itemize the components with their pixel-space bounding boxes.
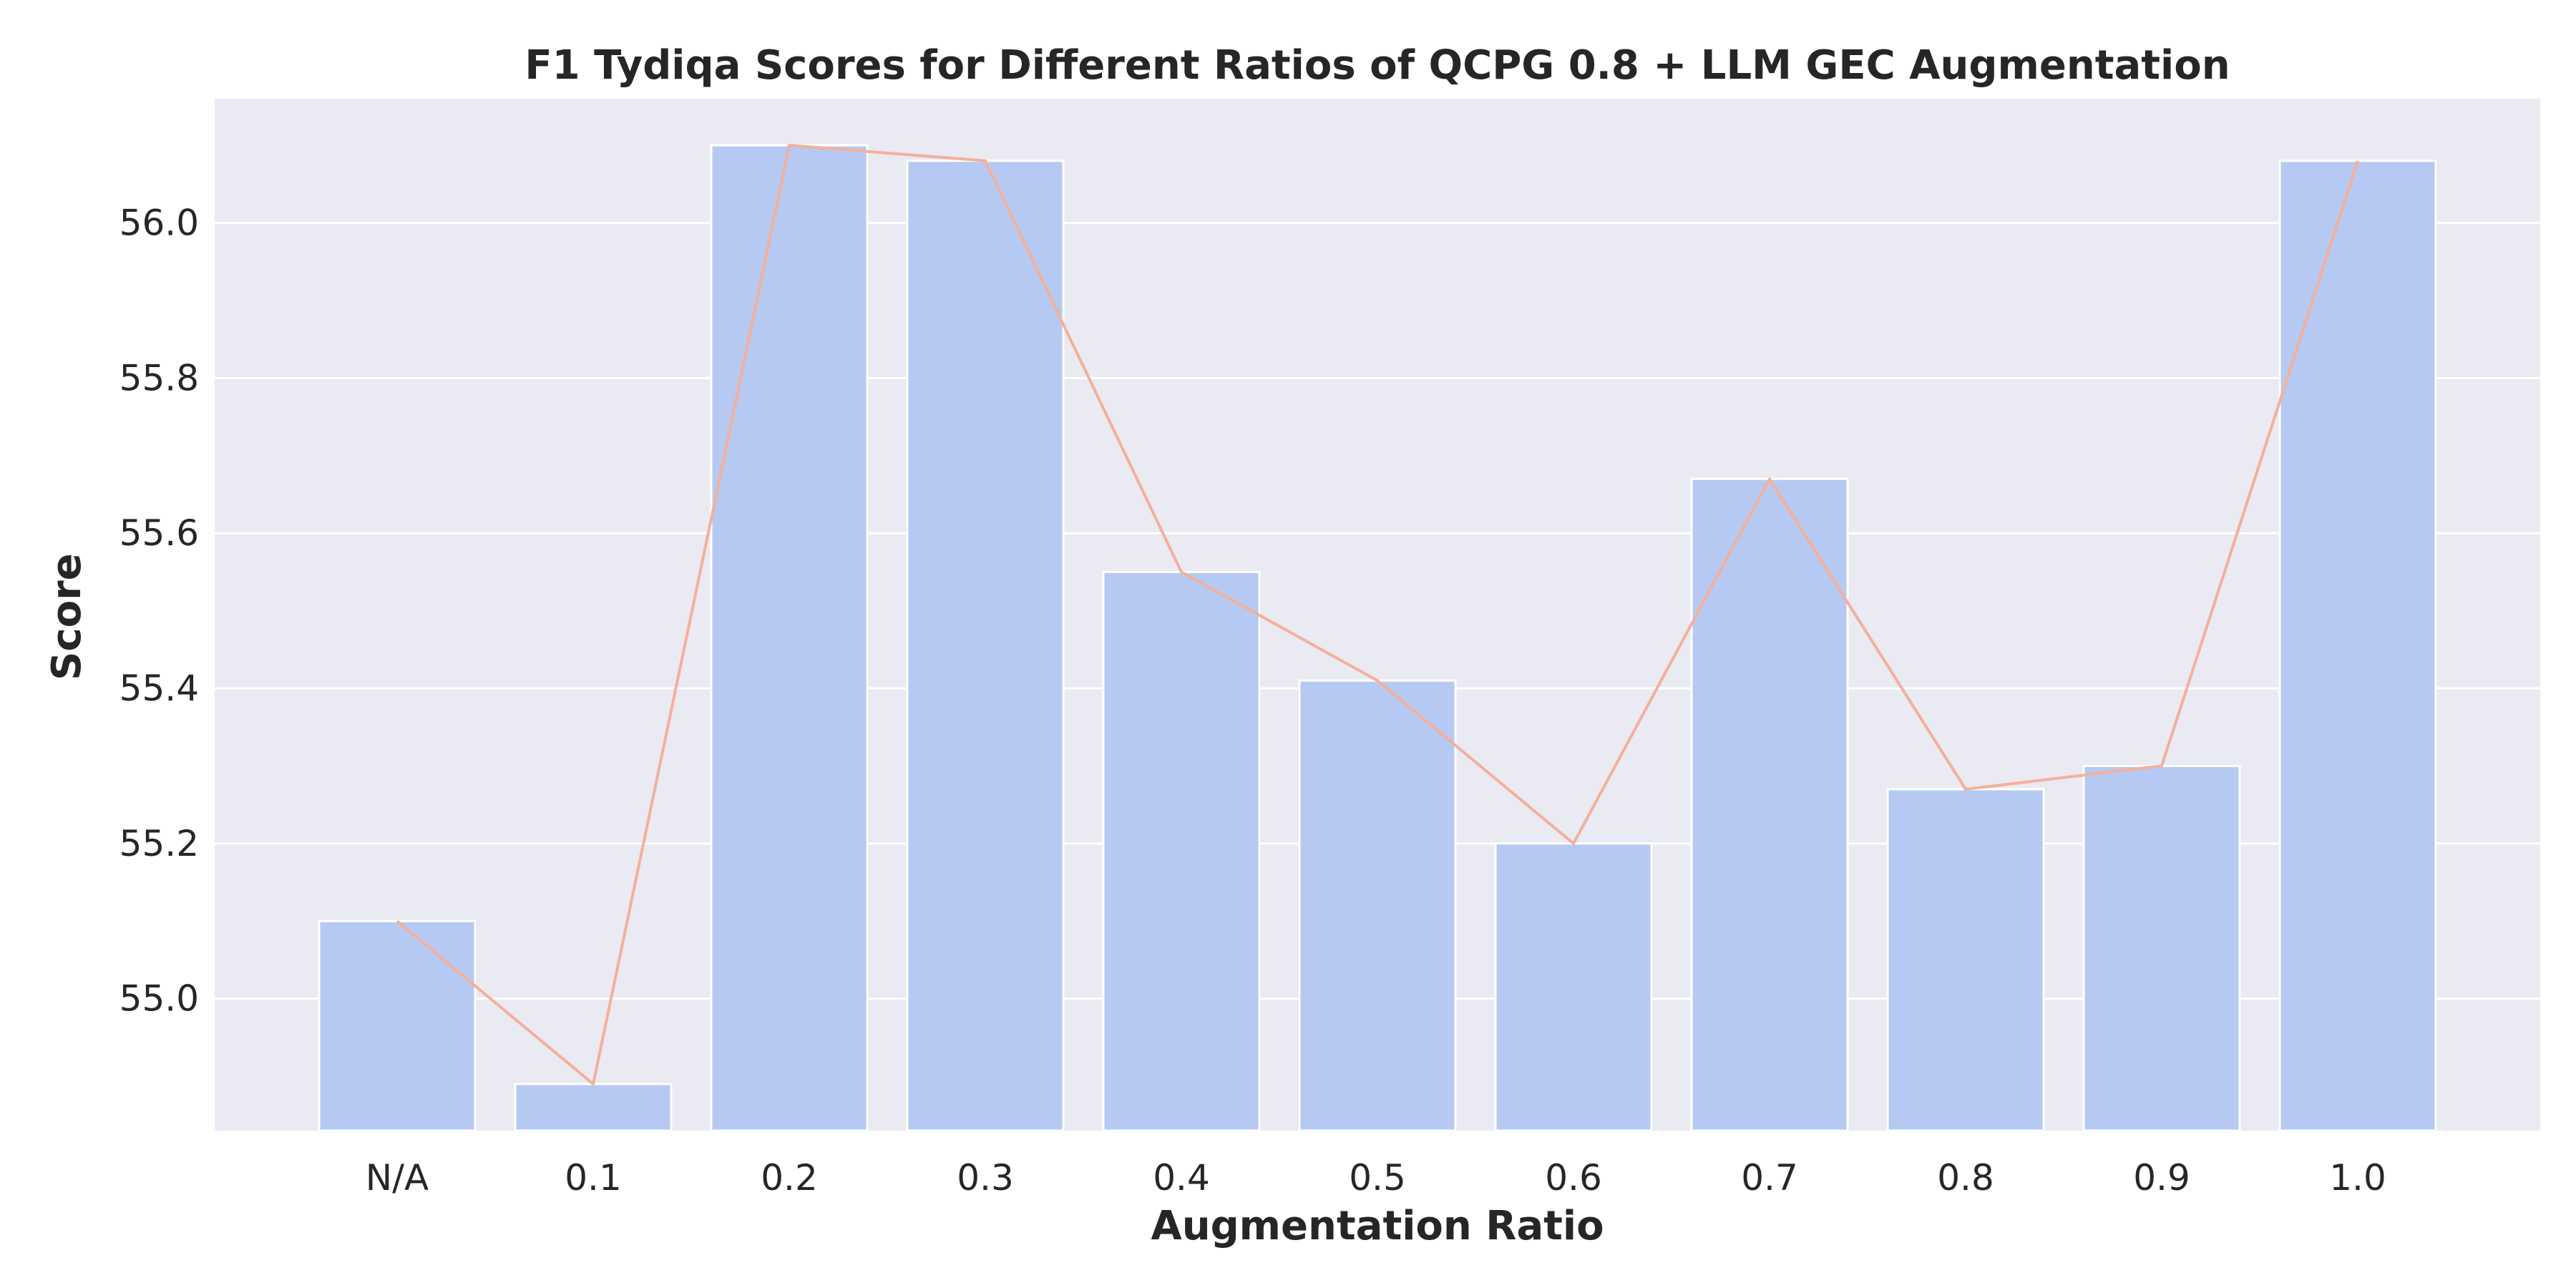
x-tick-label: 0.6: [1545, 1157, 1602, 1199]
y-axis-label: Score: [44, 553, 90, 680]
x-axis-ticks: N/A 0.1 0.2 0.3 0.4 0.5 0.6 0.7 0.8 0.9 1.0: [366, 1157, 2386, 1199]
y-tick-label: 55.4: [119, 668, 199, 709]
x-tick-label: 0.3: [957, 1157, 1014, 1199]
y-tick-label: 55.2: [119, 823, 199, 864]
bar: [1494, 842, 1653, 1132]
bar: [710, 144, 869, 1132]
chart-title: F1 Tydiqa Scores for Different Ratios of…: [525, 42, 2230, 89]
x-tick-label: N/A: [366, 1157, 429, 1199]
bar: [1886, 788, 2045, 1132]
trend-line: [396, 144, 2359, 1085]
x-tick-label: 1.0: [2329, 1157, 2386, 1199]
x-tick-label: 0.5: [1349, 1157, 1406, 1199]
bar: [318, 919, 477, 1132]
bar: [1690, 477, 1849, 1132]
y-tick-label: 56.0: [119, 202, 199, 243]
x-tick-label: 0.1: [565, 1157, 622, 1199]
x-tick-label: 0.9: [2133, 1157, 2190, 1199]
bar: [2082, 764, 2241, 1132]
x-tick-label: 0.2: [761, 1157, 818, 1199]
bar: [2278, 160, 2437, 1132]
y-tick-label: 55.6: [119, 512, 199, 554]
bar: [1102, 570, 1261, 1132]
bars: [318, 144, 2437, 1132]
trend-line-path: [396, 144, 2359, 1085]
bar: [514, 1083, 673, 1132]
x-tick-label: 0.7: [1741, 1157, 1798, 1199]
y-tick-label: 55.0: [119, 978, 199, 1020]
x-tick-label: 0.4: [1153, 1157, 1210, 1199]
x-tick-label: 0.8: [1937, 1157, 1994, 1199]
x-axis-label: Augmentation Ratio: [1151, 1203, 1604, 1249]
y-tick-label: 55.8: [119, 357, 199, 399]
bar: [906, 160, 1065, 1132]
bar: [1298, 679, 1457, 1132]
y-axis-ticks: 55.0 55.2 55.4 55.6 55.8 56.0: [119, 202, 199, 1019]
